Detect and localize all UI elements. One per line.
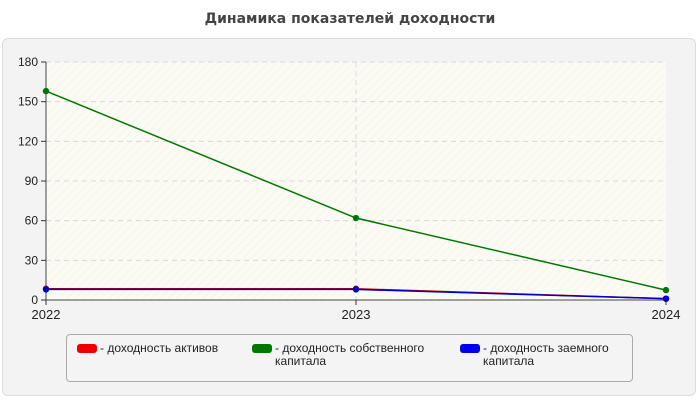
legend: - доходность активов - доходность собств… [66,334,633,382]
data-point[interactable] [42,286,50,293]
data-point[interactable] [662,295,670,302]
x-tick-label: 2024 [652,307,681,322]
legend-label: - доходность заемного капитала [483,341,609,368]
legend-swatch-red [77,344,97,353]
legend-item-assets[interactable]: - доходность активов [77,342,218,355]
y-tick-label: 120 [18,134,38,148]
data-point[interactable] [352,286,360,293]
data-point[interactable] [352,214,360,222]
x-axis-ticks: 2022 2023 2024 [32,300,681,322]
data-point[interactable] [662,286,670,294]
y-axis-ticks: 0 30 60 90 120 150 180 [18,55,46,307]
chart-title: Динамика показателей доходности [204,11,496,27]
legend-label: - доходность собственного капитала [275,341,425,368]
series-lines [42,87,670,302]
legend-item-equity[interactable]: - доходность собственного капитала [252,342,440,368]
legend-swatch-green [252,344,272,353]
x-tick-label: 2023 [342,307,371,322]
y-tick-label: 150 [18,95,38,109]
y-tick-label: 0 [31,293,38,307]
legend-item-debt[interactable]: - доходность заемного капитала [460,342,632,368]
grid-lines [46,61,666,300]
legend-label: - доходность активов [100,341,219,355]
y-tick-label: 30 [25,253,39,267]
y-tick-label: 180 [18,55,38,69]
y-tick-label: 60 [25,214,39,228]
x-tick-label: 2022 [32,307,61,322]
data-point[interactable] [42,87,50,95]
legend-swatch-blue [460,344,480,353]
y-tick-label: 90 [25,174,39,188]
